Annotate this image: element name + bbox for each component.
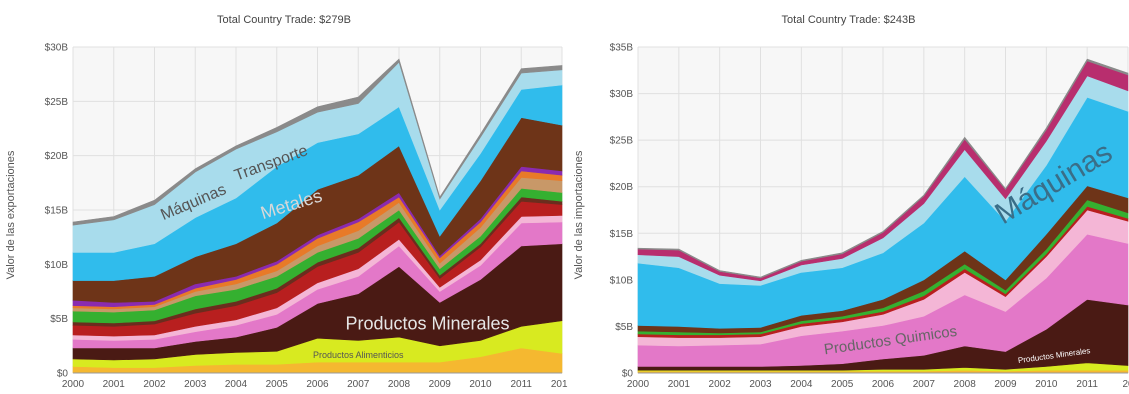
imports-y-tick-label: $20B <box>610 182 634 193</box>
exports-chart-title: Total Country Trade: $279B <box>217 14 351 26</box>
exports-y-tick-label: $15B <box>45 206 69 217</box>
exports-x-tick-labels: 2000 2001 2002 2003 2004 2005 2006 2007 2008 2009… <box>62 379 568 390</box>
exports-y-tick-label: $5B <box>50 314 68 325</box>
exports-y-tick-label: $25B <box>45 97 69 108</box>
imports-y-tick-label: $0 <box>622 369 634 380</box>
exports-x-tick-label: 2001 <box>103 379 126 390</box>
imports-chart-title: Total Country Trade: $243B <box>781 14 916 26</box>
exports-y-tick-labels: $0 $5B $10B $15B $20B $25B $30B <box>45 43 69 380</box>
exports-x-tick-label: 2006 <box>306 379 329 390</box>
exports-x-tick-label: 2002 <box>143 379 166 390</box>
exports-chart-panel: Total Country Trade: $279B Valor de las … <box>5 14 568 391</box>
exports-areas <box>72 58 563 374</box>
imports-x-tick-label: 2000 <box>627 379 650 390</box>
imports-chart-panel: Total Country Trade: $243B Valor de las … <box>568 0 1129 394</box>
imports-x-tick-label: 2001 <box>668 379 691 390</box>
exports-y-tick-label: $10B <box>45 260 69 271</box>
exports-y-tick-label: $30B <box>45 43 69 54</box>
exports-series-label: Productos Alimenticios <box>313 350 404 360</box>
imports-y-tick-label: $15B <box>610 229 634 240</box>
imports-area-11 <box>637 58 1129 279</box>
imports-y-tick-label: $35B <box>610 43 634 54</box>
exports-x-tick-label: 2000 <box>62 379 85 390</box>
exports-x-tick-label: 2003 <box>184 379 207 390</box>
imports-x-tick-label: 2004 <box>790 379 813 390</box>
imports-x-tick-label: 2007 <box>913 379 936 390</box>
imports-x-tick-label: 2009 <box>994 379 1017 390</box>
imports-x-tick-label: 2002 <box>709 379 732 390</box>
exports-y-tick-label: $20B <box>45 151 69 162</box>
imports-x-tick-labels: 2000 2001 2002 2003 2004 2005 2006 2007 2008 2009… <box>627 379 1129 390</box>
imports-x-tick-label: 2010 <box>1035 379 1058 390</box>
exports-area-14 <box>72 58 563 226</box>
imports-x-tick-label: 2006 <box>872 379 895 390</box>
exports-x-tick-label: 2007 <box>347 379 370 390</box>
imports-y-tick-label: $10B <box>610 275 634 286</box>
exports-x-tick-label: 2010 <box>469 379 492 390</box>
exports-x-tick-label: 2012 <box>551 379 568 390</box>
exports-series-label: Productos Minerales <box>345 314 509 334</box>
exports-x-tick-label: 2004 <box>225 379 248 390</box>
exports-x-tick-label: 2008 <box>388 379 411 390</box>
imports-y-tick-label: $5B <box>615 322 633 333</box>
imports-x-tick-label: 2011 <box>1076 379 1098 390</box>
exports-y-tick-label: $0 <box>57 369 69 380</box>
imports-x-tick-label: 20 <box>1122 379 1129 390</box>
exports-x-tick-label: 2005 <box>266 379 289 390</box>
exports-x-tick-label: 2009 <box>429 379 452 390</box>
imports-y-tick-label: $30B <box>610 89 634 100</box>
imports-x-tick-label: 2008 <box>954 379 977 390</box>
imports-y-tick-label: $25B <box>610 136 634 147</box>
imports-areas <box>637 58 1129 374</box>
imports-y-tick-labels: $0 $5B $10B $15B $20B $25B $30B $35B <box>610 43 634 380</box>
imports-x-tick-label: 2005 <box>831 379 854 390</box>
exports-x-tick-label: 2011 <box>510 379 532 390</box>
imports-x-tick-label: 2003 <box>749 379 772 390</box>
